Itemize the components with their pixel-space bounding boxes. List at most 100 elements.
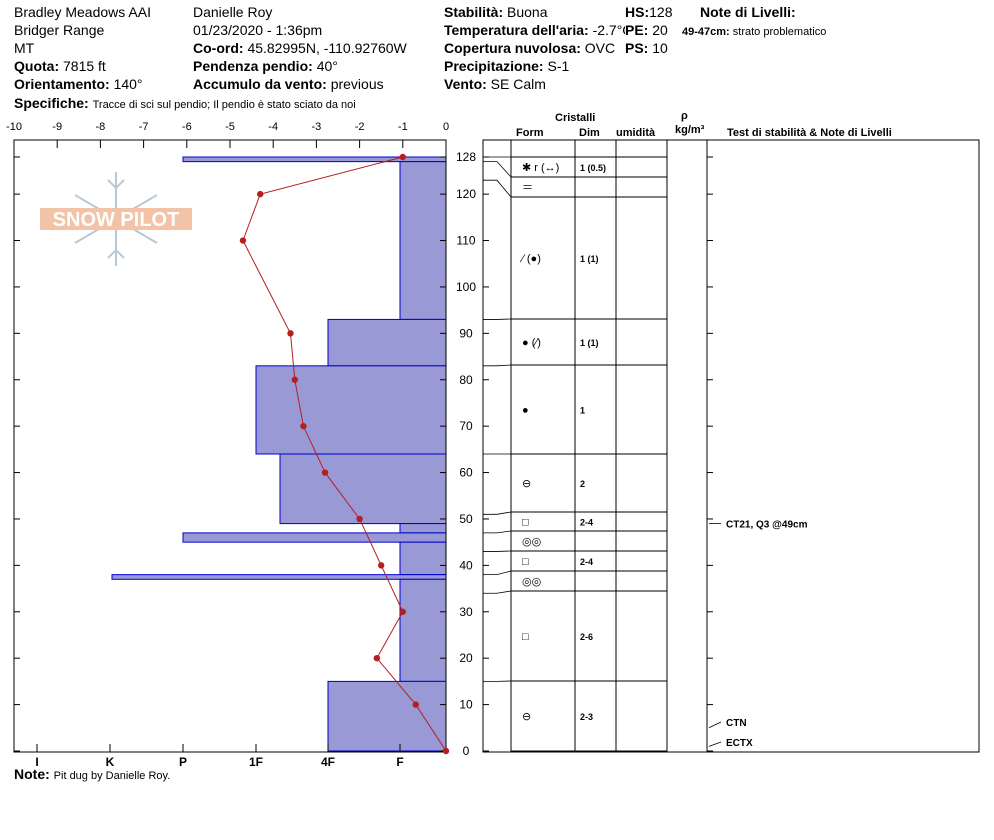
temp-tick-label: -6: [182, 121, 192, 133]
hardness-label: I: [35, 755, 38, 769]
height-tick-label: 60: [459, 466, 473, 480]
hs: HS:128: [625, 4, 672, 20]
mountain-range: Bridger Range: [14, 22, 105, 38]
temperature-point: [373, 654, 381, 662]
temperature-point: [300, 422, 307, 430]
hardness-bar: [399, 541, 447, 576]
layer-grain-form: ● (∕): [522, 337, 541, 349]
ps-value: 10: [652, 40, 668, 56]
height-tick-label: 100: [456, 280, 476, 294]
layer-grain-form: ⊖: [522, 478, 531, 490]
temperature-point: [399, 608, 406, 615]
note: Note: Pit dug by Danielle Roy.: [14, 766, 170, 784]
temperature-point: [257, 190, 264, 198]
height-tick-label: 30: [459, 605, 473, 619]
layers-table-frame: [482, 139, 980, 753]
stability-test-label: CTN: [726, 718, 747, 729]
hardness-label: 4F: [321, 755, 335, 769]
crystals-header: Cristalli: [555, 112, 596, 124]
wind: Vento: SE Calm: [444, 76, 546, 92]
hardness-bar: [279, 453, 447, 525]
hardness-bar: [399, 161, 447, 320]
layer-notes-title: Note di Livelli:: [700, 4, 796, 20]
slope: Pendenza pendio: 40°: [193, 58, 338, 74]
aspect: Orientamento: 140°: [14, 76, 143, 92]
height-tick-label: 20: [459, 651, 473, 665]
ps-label: PS:: [625, 40, 649, 56]
layer-grain-size: 2-6: [580, 632, 593, 642]
elevation-label: Quota:: [14, 58, 60, 74]
location-name: Bradley Meadows AAI: [14, 4, 151, 20]
layer-grain-size: 2: [580, 479, 585, 489]
specifics-label: Specifiche:: [14, 95, 89, 111]
temp-tick-label: 0: [443, 121, 449, 133]
precip-label: Precipitazione:: [444, 58, 544, 74]
layer-grain-form: ◎◎: [522, 576, 541, 588]
height-tick-label: 40: [459, 558, 473, 572]
pe-label: PE:: [625, 22, 649, 38]
layer-grain-form: ●: [522, 405, 529, 417]
temp-tick-label: -9: [52, 121, 62, 133]
layer-grain-form: □: [522, 631, 529, 643]
height-tick-label: 70: [459, 419, 473, 433]
coord-label: Co-ord:: [193, 40, 244, 56]
rho-header: ρ: [681, 110, 688, 122]
specifics: Specifiche: Tracce di sci sul pendio; Il…: [14, 95, 356, 113]
hardness-bar: [111, 574, 447, 580]
slope-label: Pendenza pendio:: [193, 58, 313, 74]
height-tick-label: 0: [463, 744, 470, 758]
aspect-value: 140°: [113, 76, 143, 92]
wind-loading-value: previous: [330, 76, 384, 92]
height-tick-label: 50: [459, 512, 473, 526]
test-arrow: [708, 741, 722, 747]
layer-grain-size: 1 (0.5): [580, 163, 606, 173]
layer-grain-size: 1: [580, 406, 585, 416]
layer-grain-form: ＝: [522, 182, 533, 194]
layer-grain-form: ◎◎: [522, 536, 541, 548]
tests-header: Test di stabilità & Note di Livelli: [727, 127, 892, 139]
air-temp-label: Temperatura dell'aria:: [444, 22, 589, 38]
hardness-bar: [327, 680, 447, 752]
elevation: Quota: 7815 ft: [14, 58, 106, 74]
layer-grain-size: 2-4: [580, 557, 593, 567]
coordinates: Co-ord: 45.82995N, -110.92760W: [193, 40, 407, 56]
height-tick-label: 80: [459, 373, 473, 387]
test-arrow: [708, 721, 722, 729]
temperature-point: [412, 701, 419, 708]
layer-connector: [483, 590, 512, 594]
temperature-point: [378, 562, 385, 569]
temp-tick-label: -8: [96, 121, 106, 133]
elevation-value: 7815 ft: [63, 58, 106, 74]
logo-text: SNOW PILOT: [53, 209, 180, 231]
height-tick-label: 128: [456, 150, 476, 164]
stability-value: Buona: [507, 4, 548, 20]
wind-label: Vento:: [444, 76, 487, 92]
height-tick-label: 10: [459, 698, 473, 712]
logo-banner: [40, 208, 192, 230]
ps: PS: 10: [625, 40, 668, 56]
layer-grain-form: □: [522, 556, 529, 568]
layer-grain-form: ∕ (●): [519, 253, 541, 265]
observer: Danielle Roy: [193, 4, 273, 20]
layer-connector: [483, 179, 512, 198]
layer-grain-form: ⊖: [522, 711, 531, 723]
temp-tick-label: -4: [268, 121, 278, 133]
precip-value: S-1: [547, 58, 570, 74]
temp-tick-label: -5: [225, 121, 235, 133]
hs-value: 128: [649, 4, 673, 20]
wind-loading: Accumulo da vento: previous: [193, 76, 384, 92]
layer-grain-size: 2-4: [580, 518, 593, 528]
layer-grain-size: 1 (1): [580, 254, 599, 264]
date-time: 01/23/2020 - 1:36pm: [193, 22, 323, 38]
pe-value: 20: [652, 22, 668, 38]
wind-loading-label: Accumulo da vento:: [193, 76, 327, 92]
hardness-bar: [399, 523, 447, 534]
stability-test-label: CT21, Q3 @49cm: [726, 520, 808, 531]
layer-note-text: strato problematico: [732, 26, 827, 38]
layer-connector: [483, 570, 512, 576]
air-temp-value: -2.7°C: [592, 22, 633, 38]
height-tick-label: 120: [456, 187, 476, 201]
snowpilot-logo: SNOW PILOT: [40, 172, 192, 266]
air-temperature: Temperatura dell'aria: -2.7°C: [444, 22, 632, 38]
